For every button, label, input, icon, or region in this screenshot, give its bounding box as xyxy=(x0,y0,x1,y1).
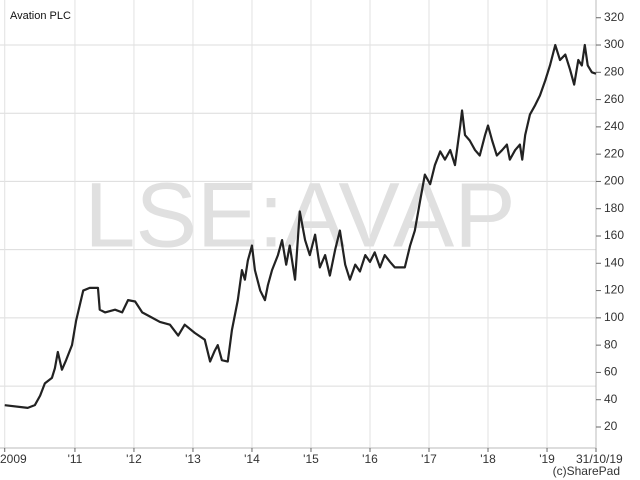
y-tick-label: 40 xyxy=(604,392,618,406)
y-tick-label: 280 xyxy=(604,64,624,78)
x-tick-label: '13 xyxy=(185,452,201,466)
x-tick-label: '18 xyxy=(480,452,496,466)
x-tick-label: 2009 xyxy=(0,452,27,466)
y-tick-label: 160 xyxy=(604,228,624,242)
y-tick-label: 240 xyxy=(604,119,624,133)
credit: (c)SharePad xyxy=(553,464,620,478)
y-tick-label: 120 xyxy=(604,283,624,297)
y-tick-label: 140 xyxy=(604,255,624,269)
y-tick-label: 20 xyxy=(604,419,618,433)
x-tick-label: '12 xyxy=(126,452,142,466)
x-tick-label: '19 xyxy=(539,452,555,466)
price-line xyxy=(4,43,597,409)
x-tick-label: '17 xyxy=(421,452,437,466)
y-tick-label: 180 xyxy=(604,201,624,215)
y-tick-label: 260 xyxy=(604,92,624,106)
x-tick-label: '15 xyxy=(303,452,319,466)
y-tick-label: 60 xyxy=(604,365,618,379)
y-tick-label: 100 xyxy=(604,310,624,324)
y-tick-label: 200 xyxy=(604,174,624,188)
x-tick-label: 31/10/19 xyxy=(576,452,623,466)
y-tick-label: 320 xyxy=(604,10,624,24)
y-tick-label: 80 xyxy=(604,337,618,351)
x-tick-label: '14 xyxy=(244,452,260,466)
x-tick-label: '16 xyxy=(362,452,378,466)
chart-title: Avation PLC xyxy=(10,10,71,22)
x-tick-label: '11 xyxy=(68,452,83,466)
y-tick-label: 300 xyxy=(604,37,624,51)
y-tick-label: 220 xyxy=(604,146,624,160)
